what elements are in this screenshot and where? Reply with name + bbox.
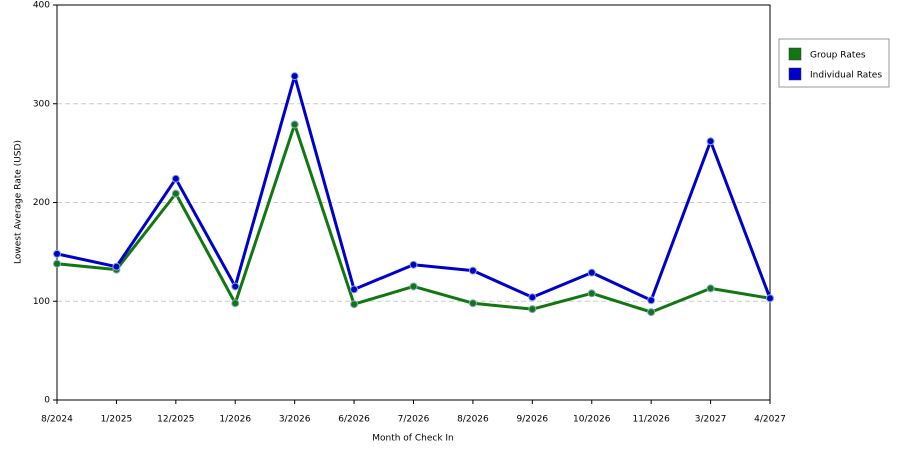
x-tick-label: 4/2027 [754,415,786,425]
data-point [528,305,537,314]
x-tick-label: 11/2026 [632,415,670,425]
data-point [409,260,418,269]
x-tick-label: 8/2026 [457,415,489,425]
data-point [766,294,774,303]
x-axis-label: Month of Check In [372,434,454,444]
x-tick-label: 6/2026 [338,415,370,425]
y-tick-label: 400 [33,1,50,11]
data-point [171,174,180,183]
data-point [587,268,596,277]
y-tick-label: 300 [33,99,50,109]
data-point [647,296,656,305]
y-tick-label: 0 [44,396,50,406]
data-point [53,259,61,268]
legend-label: Individual Rates [810,71,882,81]
data-point [231,282,240,291]
data-point [112,262,121,271]
legend-swatch [788,47,802,61]
legend-label: Group Rates [810,51,866,61]
data-point [409,282,418,291]
data-point [231,299,240,308]
x-tick-label: 7/2026 [398,415,430,425]
data-point [647,308,656,317]
data-point [468,266,477,275]
data-point [290,72,299,81]
x-tick-label: 1/2026 [219,415,251,425]
data-point [350,285,359,294]
x-tick-label: 8/2024 [41,415,73,425]
data-point [706,137,715,146]
y-tick-label: 200 [33,198,50,208]
data-point [290,120,299,129]
data-point [171,189,180,198]
data-point [706,284,715,293]
x-tick-label: 9/2026 [516,415,548,425]
x-tick-label: 3/2026 [279,415,311,425]
x-tick-label: 3/2027 [695,415,727,425]
x-tick-label: 1/2025 [101,415,133,425]
data-point [587,289,596,298]
data-point [350,300,359,309]
data-point [53,249,61,258]
x-tick-label: 10/2026 [573,415,611,425]
data-point [468,299,477,308]
y-tick-label: 100 [33,297,50,307]
data-point [528,293,537,302]
x-tick-label: 12/2025 [157,415,194,425]
y-axis-label: Lowest Average Rate (USD) [14,140,24,264]
legend-swatch [788,67,802,81]
